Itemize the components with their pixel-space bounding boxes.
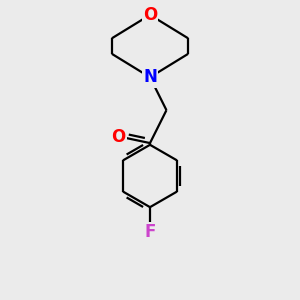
Text: F: F <box>144 223 156 241</box>
Text: O: O <box>143 6 157 24</box>
Text: O: O <box>111 128 126 146</box>
Text: N: N <box>143 68 157 86</box>
